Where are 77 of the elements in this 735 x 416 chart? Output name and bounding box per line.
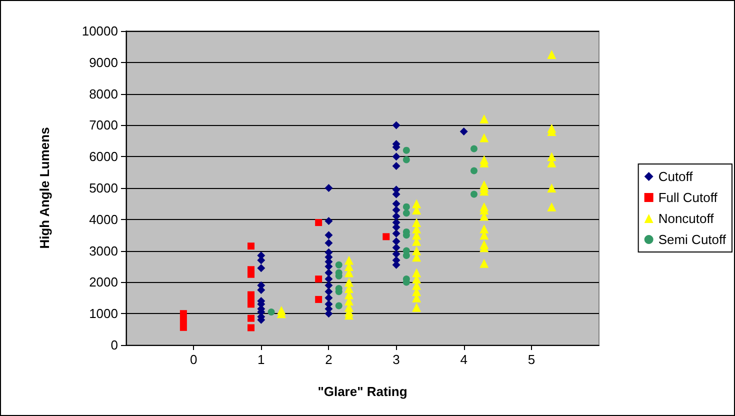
point bbox=[344, 256, 354, 265]
point bbox=[470, 145, 478, 152]
point bbox=[324, 281, 333, 290]
point bbox=[392, 237, 400, 246]
point bbox=[324, 238, 333, 247]
point bbox=[392, 206, 400, 214]
point bbox=[335, 261, 342, 268]
point bbox=[248, 314, 255, 322]
point bbox=[324, 216, 333, 225]
y-tick-label: 9000 bbox=[89, 54, 118, 70]
x-tick-label: 3 bbox=[392, 352, 400, 367]
legend-label: Full Cutoff bbox=[658, 190, 718, 205]
x-axis-title: "Glare" Rating bbox=[318, 384, 408, 399]
point bbox=[412, 218, 422, 228]
point bbox=[180, 324, 187, 331]
y-tick-label: 8000 bbox=[89, 86, 118, 102]
y-tick-label: 6000 bbox=[89, 149, 118, 164]
point bbox=[480, 133, 489, 142]
y-tick-label: 0 bbox=[110, 338, 118, 352]
x-tick-label: 2 bbox=[325, 352, 332, 367]
point bbox=[324, 268, 333, 277]
point bbox=[382, 233, 390, 240]
point bbox=[470, 167, 478, 174]
point bbox=[315, 276, 322, 283]
point bbox=[268, 308, 275, 316]
point bbox=[324, 184, 333, 192]
y-tick-label: 4000 bbox=[89, 212, 118, 227]
point bbox=[315, 296, 322, 303]
point bbox=[392, 250, 400, 258]
y-tick-label: 2000 bbox=[89, 274, 118, 290]
point bbox=[402, 252, 410, 260]
y-axis-title: High Angle Lumens bbox=[37, 127, 52, 249]
legend-label: Noncutoff bbox=[658, 211, 714, 226]
point bbox=[480, 114, 489, 124]
point bbox=[402, 156, 410, 164]
point bbox=[324, 288, 333, 296]
x-tick-label: 5 bbox=[528, 352, 536, 367]
legend-label: Cutoff bbox=[658, 169, 694, 184]
point bbox=[180, 317, 187, 324]
point bbox=[392, 212, 400, 220]
x-tick-label: 1 bbox=[258, 352, 265, 367]
point bbox=[547, 202, 556, 212]
point bbox=[412, 302, 422, 312]
point bbox=[480, 258, 489, 268]
legend-label: Semi Cutoff bbox=[658, 232, 726, 247]
point bbox=[392, 200, 400, 208]
point bbox=[315, 219, 322, 226]
point bbox=[547, 152, 556, 162]
y-tick-label: 5000 bbox=[89, 180, 118, 196]
point bbox=[335, 302, 342, 310]
y-tick-label: 1000 bbox=[89, 306, 118, 322]
point bbox=[257, 264, 266, 272]
point bbox=[470, 190, 478, 198]
point bbox=[392, 162, 400, 170]
point bbox=[402, 203, 410, 210]
point bbox=[344, 278, 354, 287]
point bbox=[547, 50, 556, 60]
point bbox=[547, 184, 556, 192]
point bbox=[324, 294, 333, 302]
point bbox=[324, 275, 333, 284]
point bbox=[392, 230, 400, 238]
x-tick-label: 4 bbox=[460, 352, 468, 367]
point bbox=[248, 242, 255, 250]
point bbox=[480, 224, 489, 234]
point bbox=[392, 121, 400, 130]
point bbox=[248, 324, 255, 332]
x-tick-label: 0 bbox=[190, 352, 198, 367]
point bbox=[324, 231, 333, 240]
point bbox=[460, 127, 468, 136]
point bbox=[392, 244, 400, 252]
point bbox=[180, 310, 187, 318]
y-tick-label: 3000 bbox=[89, 243, 118, 258]
y-tick-label: 7000 bbox=[89, 118, 118, 133]
point bbox=[402, 146, 410, 154]
point bbox=[392, 152, 400, 161]
y-tick-label: 10000 bbox=[82, 24, 118, 38]
point bbox=[402, 210, 410, 217]
